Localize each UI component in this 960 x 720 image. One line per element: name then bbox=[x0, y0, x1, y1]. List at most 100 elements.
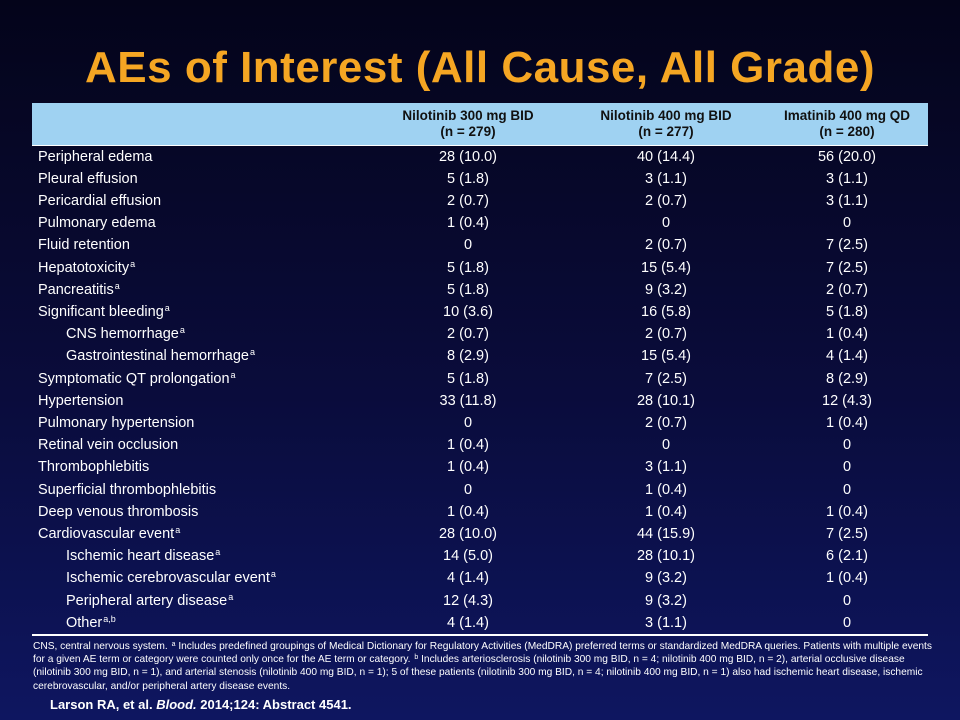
row-value: 12 (4.3) bbox=[822, 392, 872, 409]
row-value: 15 (5.4) bbox=[641, 348, 691, 365]
row-label: CNS hemorrhagea bbox=[66, 325, 185, 343]
table-row: Pulmonary hypertension 0 2 (0.7) 1 (0.4) bbox=[32, 412, 928, 434]
table-row: Ischemic cerebrovascular eventa 4 (1.4) 9 … bbox=[32, 567, 928, 589]
row-value: 0 bbox=[766, 611, 928, 636]
table-row: Symptomatic QT prolongationa 5 (1.8) 7 (2.… bbox=[32, 368, 928, 390]
table-row: Pleural effusion 5 (1.8) 3 (1.1) 3 (1.1) bbox=[32, 168, 928, 190]
row-value: 9 (3.2) bbox=[645, 592, 687, 609]
header-nilotinib-300: Nilotinib 300 mg BID (n = 279) bbox=[402, 107, 534, 139]
table-row: Ischemic heart diseasea 14 (5.0) 28 (10.1)… bbox=[32, 545, 928, 567]
row-value: 0 bbox=[842, 481, 852, 498]
row-value: 4 (1.4) bbox=[447, 570, 489, 587]
row-value: 9 (3.2) bbox=[645, 570, 687, 587]
row-value: 16 (5.8) bbox=[641, 303, 691, 320]
table-row: Cardiovascular eventa 28 (10.0) 44 (15.9) 7… bbox=[32, 523, 928, 545]
header-nilotinib-400: Nilotinib 400 mg BID (n = 277) bbox=[600, 107, 732, 139]
row-value: 1 (0.4) bbox=[826, 503, 868, 520]
row-label: Cardiovascular eventa bbox=[38, 524, 181, 542]
row-value: 0 bbox=[842, 437, 852, 454]
row-value: 5 (1.8) bbox=[447, 170, 489, 187]
row-label: Othera,b bbox=[32, 611, 370, 636]
row-value: 3 (1.1) bbox=[826, 170, 868, 187]
row-value: 0 bbox=[842, 215, 852, 232]
row-value: 12 (4.3) bbox=[443, 592, 493, 609]
row-value: 33 (11.8) bbox=[439, 392, 497, 409]
row-value: 0 bbox=[842, 592, 852, 609]
row-value: 2 (0.7) bbox=[645, 192, 687, 209]
table-row: Fluid retention 0 2 (0.7) 7 (2.5) bbox=[32, 234, 928, 256]
row-value: 1 (0.4) bbox=[826, 414, 868, 431]
row-label: Pulmonary hypertension bbox=[38, 414, 195, 431]
row-value: 1 (0.4) bbox=[826, 570, 868, 587]
row-label: Ischemic cerebrovascular eventa bbox=[66, 569, 276, 587]
table-row: Superficial thrombophlebitis 0 1 (0.4) 0 bbox=[32, 479, 928, 501]
row-label: Pancreatitisa bbox=[38, 280, 120, 298]
row-value: 5 (1.8) bbox=[826, 303, 868, 320]
footnote: CNS, central nervous system. a Includes … bbox=[33, 641, 932, 692]
table-row: Deep venous thrombosis 1 (0.4) 1 (0.4) 1 (0… bbox=[32, 501, 928, 523]
row-value: 14 (5.0) bbox=[443, 548, 493, 565]
row-value: 2 (0.7) bbox=[826, 281, 868, 298]
row-value: 2 (0.7) bbox=[645, 326, 687, 343]
row-value: 1 (0.4) bbox=[447, 215, 489, 232]
row-value: 28 (10.0) bbox=[370, 144, 566, 168]
row-label: Significant bleedinga bbox=[38, 302, 170, 320]
row-label: Peripheral artery diseasea bbox=[66, 591, 234, 609]
table-row: Hypertension 33 (11.8) 28 (10.1) 12 (4.3) bbox=[32, 390, 928, 412]
row-value: 3 (1.1) bbox=[826, 192, 868, 209]
row-value: 7 (2.5) bbox=[826, 237, 868, 254]
row-value: 0 bbox=[463, 237, 473, 254]
row-value: 7 (2.5) bbox=[645, 370, 687, 387]
row-value: 1 (0.4) bbox=[826, 326, 868, 343]
row-label: Pleural effusion bbox=[38, 170, 138, 187]
table-row: Thrombophlebitis 1 (0.4) 3 (1.1) 0 bbox=[32, 456, 928, 478]
row-value: 8 (2.9) bbox=[447, 348, 489, 365]
row-value: 56 (20.0) bbox=[766, 144, 928, 168]
header-ae-term bbox=[32, 103, 370, 145]
row-value: 7 (2.5) bbox=[826, 525, 868, 542]
table-body: Peripheral edema 28 (10.0) 40 (14.4) 56 (20… bbox=[32, 144, 928, 636]
table-row: Retinal vein occlusion 1 (0.4) 0 0 bbox=[32, 434, 928, 456]
row-value: 1 (0.4) bbox=[645, 481, 687, 498]
row-value: 0 bbox=[842, 459, 852, 476]
ae-table-container: Nilotinib 300 mg BID (n = 279) Nilotinib… bbox=[32, 103, 928, 636]
row-label: Superficial thrombophlebitis bbox=[38, 481, 217, 498]
row-value: 15 (5.4) bbox=[641, 259, 691, 276]
table-row: Othera,b 4 (1.4) 3 (1.1) 0 bbox=[32, 611, 928, 636]
row-label: Deep venous thrombosis bbox=[38, 503, 199, 520]
citation: Larson RA, et al. Blood. 2014;124: Abstr… bbox=[50, 697, 352, 712]
row-value: 3 (1.1) bbox=[645, 459, 687, 476]
row-value: 2 (0.7) bbox=[447, 192, 489, 209]
row-value: 0 bbox=[661, 437, 671, 454]
row-label: Symptomatic QT prolongationa bbox=[38, 369, 236, 387]
row-label: Pulmonary edema bbox=[38, 215, 156, 232]
row-value: 0 bbox=[463, 481, 473, 498]
ae-table: Nilotinib 300 mg BID (n = 279) Nilotinib… bbox=[32, 103, 928, 636]
row-value: 6 (2.1) bbox=[826, 548, 868, 565]
table-row: Pulmonary edema 1 (0.4) 0 0 bbox=[32, 212, 928, 234]
row-value: 28 (10.1) bbox=[636, 548, 696, 565]
row-value: 7 (2.5) bbox=[826, 259, 868, 276]
row-value: 4 (1.4) bbox=[826, 348, 868, 365]
row-value: 0 bbox=[463, 414, 473, 431]
row-value: 40 (14.4) bbox=[566, 144, 766, 168]
row-value: 1 (0.4) bbox=[447, 437, 489, 454]
slide-title: AEs of Interest (All Cause, All Grade) bbox=[85, 43, 875, 92]
row-value: 44 (15.9) bbox=[636, 525, 696, 542]
row-value: 2 (0.7) bbox=[645, 414, 687, 431]
row-value: 0 bbox=[661, 215, 671, 232]
row-value: 9 (3.2) bbox=[645, 281, 687, 298]
row-value: 4 (1.4) bbox=[370, 611, 566, 636]
row-value: 28 (10.0) bbox=[438, 525, 498, 542]
row-label: Peripheral edema bbox=[32, 144, 370, 168]
row-value: 1 (0.4) bbox=[447, 503, 489, 520]
table-row: Pancreatitisa 5 (1.8) 9 (3.2) 2 (0.7) bbox=[32, 279, 928, 301]
row-value: 28 (10.1) bbox=[636, 392, 696, 409]
row-label: Hypertension bbox=[38, 392, 124, 409]
table-row: Gastrointestinal hemorrhagea 8 (2.9) 15 (5… bbox=[32, 345, 928, 367]
row-value: 10 (3.6) bbox=[443, 303, 493, 320]
row-label: Pericardial effusion bbox=[38, 192, 162, 209]
table-header-row: Nilotinib 300 mg BID (n = 279) Nilotinib… bbox=[32, 103, 928, 145]
row-label: Hepatotoxicitya bbox=[38, 258, 136, 276]
row-value: 2 (0.7) bbox=[645, 237, 687, 254]
